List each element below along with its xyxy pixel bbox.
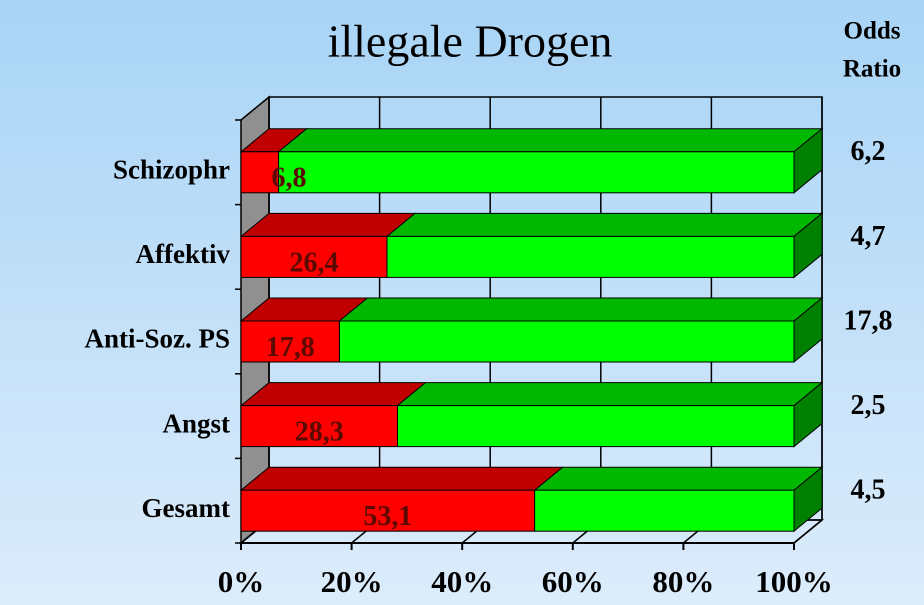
category-label: Anti-Soz. PS: [84, 324, 230, 354]
bar-top: [385, 212, 824, 237]
bar: [534, 489, 795, 532]
category-label: Schizophr: [113, 155, 230, 185]
odds-ratio: 4,5: [851, 475, 886, 506]
bar-top: [338, 297, 824, 322]
data-label: 17,8: [266, 332, 315, 363]
bar-top: [396, 382, 824, 407]
bar: [240, 235, 388, 278]
category-label: Affektiv: [136, 239, 231, 269]
odds-ratio: 2,5: [851, 390, 886, 421]
bar-top: [239, 466, 565, 491]
x-tick-label: 100%: [755, 564, 833, 599]
chart-title: illegale Drogen: [328, 16, 613, 67]
category-label: Gesamt: [142, 493, 230, 523]
grid-line: [793, 519, 823, 544]
bar: [240, 405, 398, 448]
bar: [386, 235, 795, 278]
bar: [396, 405, 795, 448]
bar: [240, 489, 536, 532]
category-label: Angst: [162, 408, 230, 438]
bar: [240, 320, 340, 363]
bar-top: [239, 382, 427, 407]
odds-ratio: 17,8: [844, 305, 893, 336]
bar-top: [239, 212, 417, 237]
bar: [338, 320, 795, 363]
odds-ratio: 6,2: [851, 136, 886, 167]
bar-top: [533, 466, 824, 491]
data-label: 26,4: [289, 247, 338, 278]
x-tick-label: 20%: [321, 564, 383, 599]
x-tick-label: 40%: [431, 564, 493, 599]
x-tick-label: 60%: [542, 564, 604, 599]
bar: [278, 151, 795, 194]
bar: [240, 151, 280, 194]
data-label: 6,8: [272, 163, 307, 194]
odds-ratio: 4,7: [851, 221, 886, 252]
data-label: 28,3: [295, 417, 344, 448]
odds-ratio-title: Odds: [844, 18, 901, 45]
odds-ratio-title: Ratio: [843, 56, 901, 83]
x-tick-label: 0%: [218, 564, 265, 599]
bar-top: [277, 128, 824, 153]
data-label: 53,1: [363, 501, 412, 532]
x-tick-label: 80%: [652, 564, 714, 599]
